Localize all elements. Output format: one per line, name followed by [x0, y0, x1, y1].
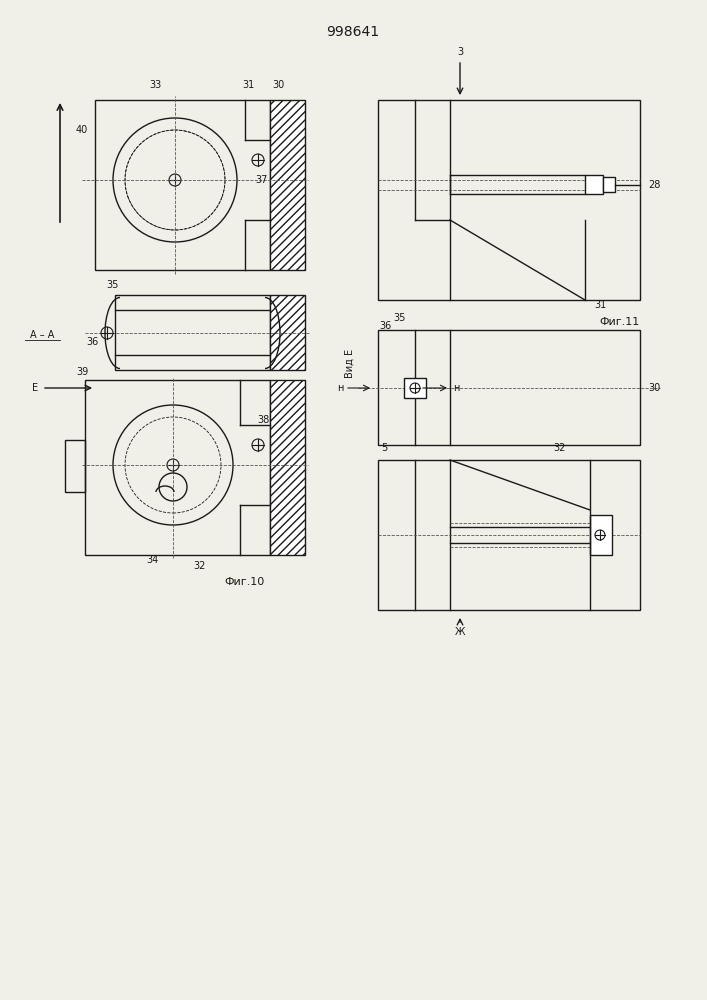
- Text: 28: 28: [648, 180, 660, 190]
- Bar: [85, 380, 270, 555]
- Text: 35: 35: [394, 313, 407, 323]
- Text: 34: 34: [146, 555, 158, 565]
- Bar: [404, 378, 426, 398]
- Text: н: н: [337, 383, 343, 393]
- Bar: [65, 440, 85, 492]
- Text: Вид E: Вид E: [345, 348, 355, 378]
- Text: н: н: [453, 383, 460, 393]
- Bar: [115, 295, 270, 370]
- Text: 5: 5: [381, 443, 387, 453]
- Text: 36: 36: [86, 337, 98, 347]
- Bar: [378, 100, 640, 300]
- Text: Ж: Ж: [455, 627, 465, 637]
- Bar: [603, 177, 615, 192]
- Bar: [95, 100, 270, 270]
- Text: 30: 30: [272, 80, 284, 90]
- Text: 998641: 998641: [327, 25, 380, 39]
- Text: 37: 37: [256, 175, 268, 185]
- Text: 40: 40: [76, 125, 88, 135]
- Text: 35: 35: [107, 280, 119, 290]
- Text: 3: 3: [457, 47, 463, 57]
- Text: 38: 38: [257, 415, 269, 425]
- Bar: [378, 330, 640, 445]
- Text: 32: 32: [554, 443, 566, 453]
- Bar: [270, 295, 305, 370]
- Bar: [270, 100, 305, 270]
- Text: 31: 31: [242, 80, 254, 90]
- Bar: [585, 175, 603, 194]
- Text: 39: 39: [76, 367, 88, 377]
- Text: 30: 30: [648, 383, 660, 393]
- Bar: [378, 460, 640, 610]
- Text: 32: 32: [194, 561, 206, 571]
- Bar: [590, 515, 612, 555]
- Text: E: E: [32, 383, 38, 393]
- Text: 36: 36: [379, 321, 391, 331]
- Bar: [270, 380, 305, 555]
- Text: Фиг.11: Фиг.11: [600, 317, 640, 327]
- Text: 33: 33: [149, 80, 161, 90]
- Text: 31: 31: [594, 300, 606, 310]
- Text: A – A: A – A: [30, 330, 54, 340]
- Text: Фиг.10: Фиг.10: [225, 577, 265, 587]
